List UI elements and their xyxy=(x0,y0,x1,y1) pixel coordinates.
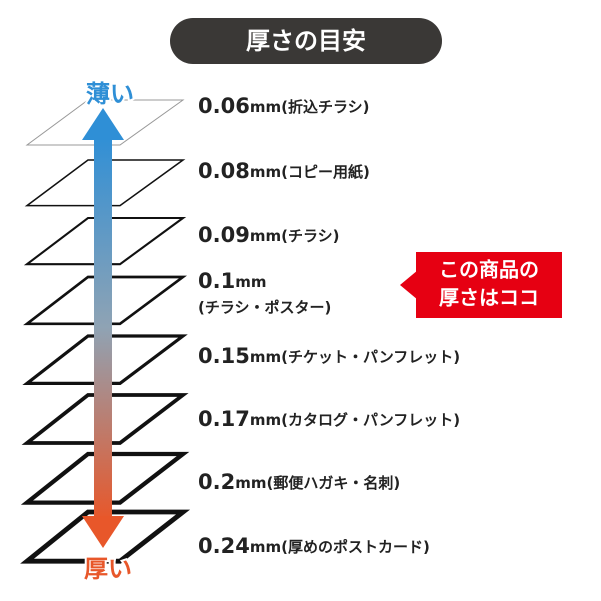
thickness-label: 0.06mm(折込チラシ) xyxy=(198,94,370,118)
usage: (コピー用紙) xyxy=(281,163,370,181)
thickness-label: 0.09mm(チラシ) xyxy=(198,223,340,247)
thickness-unit: mm xyxy=(250,348,281,366)
sheet xyxy=(23,275,188,326)
labels: 0.06mm(折込チラシ)0.08mm(コピー用紙)0.09mm(チラシ)0.1… xyxy=(198,94,460,558)
usage: (折込チラシ) xyxy=(281,98,369,116)
callout-line: 厚さはココ xyxy=(439,286,539,310)
usage: (厚めのポストカード) xyxy=(281,538,430,556)
callout-pointer xyxy=(400,270,418,300)
thickness-value: 0.24 xyxy=(198,534,250,558)
thickness-label: 0.2mm(郵便ハガキ・名刺) xyxy=(198,470,400,494)
thickness-unit: mm xyxy=(250,411,281,429)
thickness-value: 0.08 xyxy=(198,159,250,183)
thickness-value: 0.06 xyxy=(198,94,250,118)
sheet xyxy=(20,509,191,564)
thickness-value: 0.09 xyxy=(198,223,250,247)
usage: (チラシ・ポスター) xyxy=(198,299,331,317)
sheet xyxy=(22,334,188,385)
thick-label: 厚い xyxy=(84,555,132,583)
thickness-value: 0.15 xyxy=(198,344,250,368)
callout-line: この商品の xyxy=(439,258,539,282)
thickness-value: 0.1 xyxy=(198,269,235,293)
thickness-value: 0.17 xyxy=(198,407,250,431)
thickness-value: 0.2 xyxy=(198,470,235,494)
thickness-unit: mm xyxy=(250,538,281,556)
usage: (チケット・パンフレット) xyxy=(281,348,460,366)
thickness-label: 0.15mm(チケット・パンフレット) xyxy=(198,344,460,368)
sheet xyxy=(24,159,186,207)
sheet xyxy=(25,99,185,146)
thickness-label: 0.17mm(カタログ・パンフレット) xyxy=(198,407,460,431)
thickness-label: 0.24mm(厚めのポストカード) xyxy=(198,534,430,558)
usage: (カタログ・パンフレット) xyxy=(281,411,460,429)
sheets xyxy=(20,99,191,564)
usage: (チラシ) xyxy=(281,227,339,245)
thin-label: 薄い xyxy=(86,80,134,108)
callout-box xyxy=(416,252,562,318)
sheet xyxy=(23,216,187,266)
thickness-unit: mm xyxy=(250,163,281,181)
thickness-unit: mm xyxy=(250,227,281,245)
arrow-head-top xyxy=(82,108,124,140)
title: 厚さの目安 xyxy=(246,27,366,55)
thickness-unit: mm xyxy=(235,273,266,291)
arrow-shaft xyxy=(94,135,112,520)
arrow-head-bottom xyxy=(82,516,124,548)
thickness-unit: mm xyxy=(235,474,266,492)
sheet xyxy=(20,451,190,505)
title-pill xyxy=(170,18,442,64)
thickness-unit: mm xyxy=(250,98,281,116)
thickness-label: 0.1mm xyxy=(198,269,266,293)
usage: (郵便ハガキ・名刺) xyxy=(266,474,400,492)
thickness-label: 0.08mm(コピー用紙) xyxy=(198,159,370,183)
sheet xyxy=(21,393,189,445)
